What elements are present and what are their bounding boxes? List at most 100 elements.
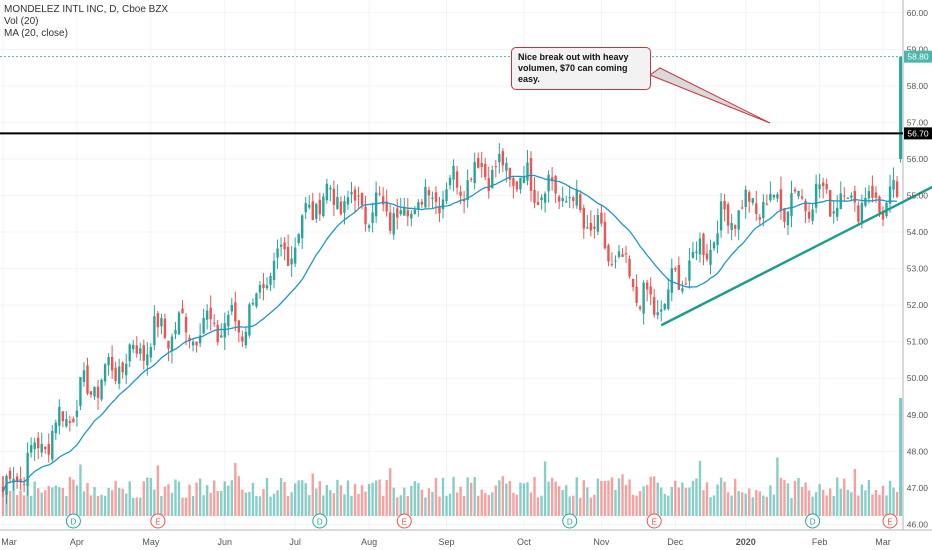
volume-bar <box>325 484 329 516</box>
candle-body <box>135 345 138 354</box>
candle-body <box>8 470 12 479</box>
volume-bar <box>205 485 209 516</box>
volume-bar <box>132 497 135 516</box>
volume-bar <box>716 484 719 516</box>
volume-bar <box>33 481 36 516</box>
volume-bar <box>47 486 50 516</box>
time-axis[interactable]: Mar Apr May Jun Jul Aug Sep Oct Nov Dec 2020 Feb Mar <box>1 537 891 547</box>
candle-body <box>860 202 864 222</box>
volume-bar <box>195 482 198 516</box>
volume-bar <box>293 483 297 516</box>
volume-bar <box>691 481 695 516</box>
candle-body <box>72 418 75 423</box>
candle-body <box>568 197 571 199</box>
candle-body <box>741 207 744 209</box>
volume-bar <box>396 497 399 516</box>
event-marker: E <box>150 513 166 529</box>
volume-bar <box>726 492 730 516</box>
price-tag-label: 58.80 <box>907 52 929 62</box>
volume-bar <box>621 474 624 516</box>
candle-body <box>343 201 346 213</box>
candle-body <box>332 188 336 206</box>
candle-body <box>807 211 811 219</box>
candle-body <box>329 187 332 190</box>
event-marker: D <box>805 513 821 529</box>
candle-body <box>825 184 828 190</box>
volume-bar <box>100 494 103 516</box>
candle-body <box>399 210 402 215</box>
volume-bar <box>213 480 216 516</box>
volume-bar <box>529 492 533 516</box>
volume-bar <box>572 495 575 516</box>
x-tick-label: Jun <box>218 537 233 547</box>
volume-bar <box>857 495 860 516</box>
candle-body <box>776 194 779 199</box>
candle-body <box>191 341 195 346</box>
volume-bar <box>839 488 842 516</box>
volume-bar <box>114 480 117 516</box>
volume-bar <box>251 482 255 516</box>
candle-body <box>202 317 205 334</box>
volume-bar <box>26 486 29 516</box>
candle-body <box>441 199 445 210</box>
event-marker-label: D <box>317 518 323 527</box>
earnings-marker-icon <box>646 513 662 529</box>
volume-bar <box>536 497 540 516</box>
candle-body <box>726 204 730 226</box>
volume-bar <box>265 477 269 516</box>
candle-body <box>772 194 776 198</box>
volume-bar <box>688 487 691 516</box>
candle-body <box>139 348 142 354</box>
event-marker-label: E <box>155 518 160 527</box>
candle-body <box>529 158 533 191</box>
candle-body <box>61 411 65 422</box>
symbol-title[interactable]: MONDELEZ INTL INC, D, Cboe BZX <box>4 4 169 15</box>
y-tick-label: 47.00 <box>907 483 929 493</box>
volume-bar <box>656 482 659 516</box>
candle-body <box>223 323 226 338</box>
event-marker-label: D <box>71 518 77 527</box>
volume-bar <box>117 487 121 516</box>
candle-body <box>744 189 747 208</box>
annotation-note[interactable]: Nice break out with heavy volumen, $70 c… <box>511 47 651 90</box>
candle-body <box>272 260 276 281</box>
ma-legend[interactable]: MA (20, close) <box>4 28 68 39</box>
volume-bar <box>491 492 494 516</box>
candle-body <box>68 421 72 423</box>
volume-bar <box>139 497 142 516</box>
candle-body <box>22 484 26 486</box>
candle-body <box>663 303 666 310</box>
volume-bar <box>399 495 402 516</box>
candle-body <box>367 225 371 229</box>
x-tick-label: Mar <box>1 537 17 547</box>
candle-body <box>688 260 691 281</box>
candle-body <box>733 225 737 229</box>
volume-bar <box>733 478 737 516</box>
volume-bar <box>723 481 726 516</box>
candle-body <box>198 335 202 344</box>
earnings-marker-icon <box>882 513 898 529</box>
candle-body <box>642 282 645 314</box>
volume-bar <box>198 478 202 516</box>
price-axis[interactable]: 46.00 47.00 48.00 49.00 50.00 51.00 52.00 53.00… <box>907 8 929 530</box>
candle-body <box>44 446 47 450</box>
trendline[interactable] <box>660 119 932 327</box>
candle-body <box>82 370 86 382</box>
candle-body <box>452 165 455 180</box>
candle-body <box>149 347 153 358</box>
candle-body <box>762 201 765 219</box>
y-tick-label: 55.00 <box>907 191 929 201</box>
volume-bar <box>40 492 43 516</box>
candle-body <box>755 203 758 215</box>
event-marker: D <box>312 513 328 529</box>
candle-body <box>96 386 100 398</box>
y-tick-label: 50.00 <box>907 373 929 383</box>
candle-body <box>128 344 131 362</box>
candle-body <box>262 283 265 289</box>
candle-body <box>54 422 57 434</box>
candle-body <box>554 176 557 194</box>
volume-bar <box>582 480 585 516</box>
volume-legend[interactable]: Vol (20) <box>4 16 39 27</box>
volume-bar <box>642 486 645 516</box>
